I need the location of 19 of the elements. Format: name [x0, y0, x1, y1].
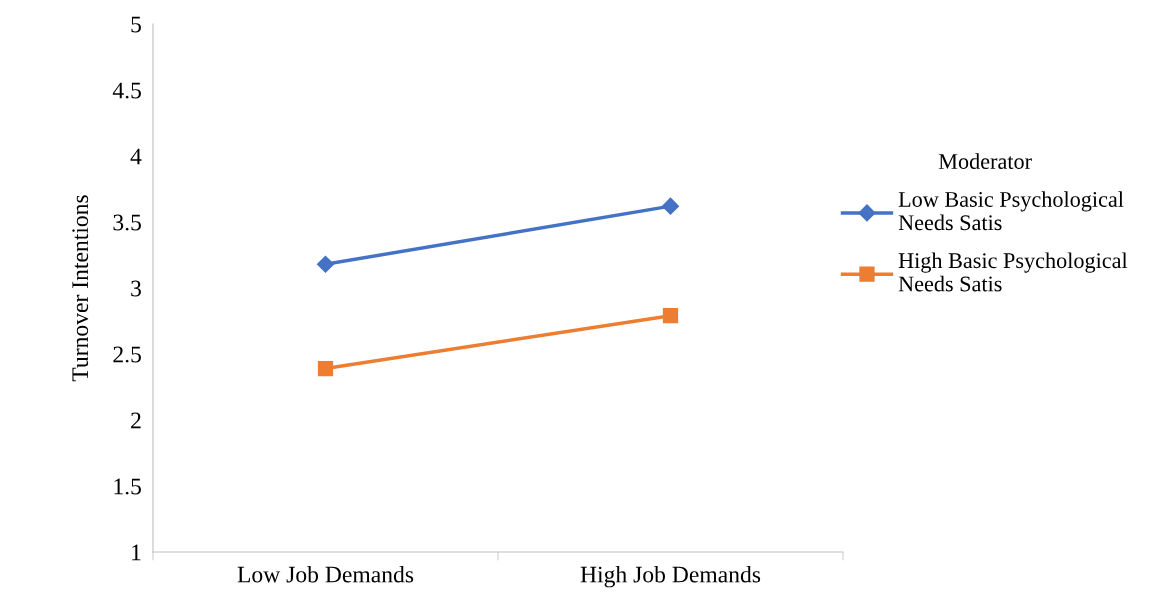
x-tick-label: High Job Demands	[580, 565, 761, 588]
legend-label: High Basic Psychological Needs Satis	[898, 252, 1128, 292]
y-tick-label: 5	[131, 16, 141, 33]
legend-label: Low Basic Psychological Needs Satis	[898, 191, 1124, 231]
x-tick-label: Low Job Demands	[237, 565, 414, 583]
point	[316, 255, 335, 273]
point	[662, 308, 679, 324]
y-tick-label: 3.5	[113, 214, 141, 231]
y-tick-label: 1	[132, 544, 141, 561]
point	[317, 360, 334, 377]
y-tick-label: 4.5	[112, 82, 141, 99]
y-tick-label: 2	[131, 412, 141, 429]
y-tick-label: 3	[131, 280, 141, 297]
y-tick-label: 2.5	[113, 346, 141, 363]
y-axis-title: Turnover Intentions	[72, 195, 89, 382]
y-tick-label: 4	[130, 148, 142, 165]
point	[661, 197, 680, 215]
legend-title: Moderator	[938, 153, 1032, 169]
y-tick-label: 1.5	[114, 478, 141, 495]
